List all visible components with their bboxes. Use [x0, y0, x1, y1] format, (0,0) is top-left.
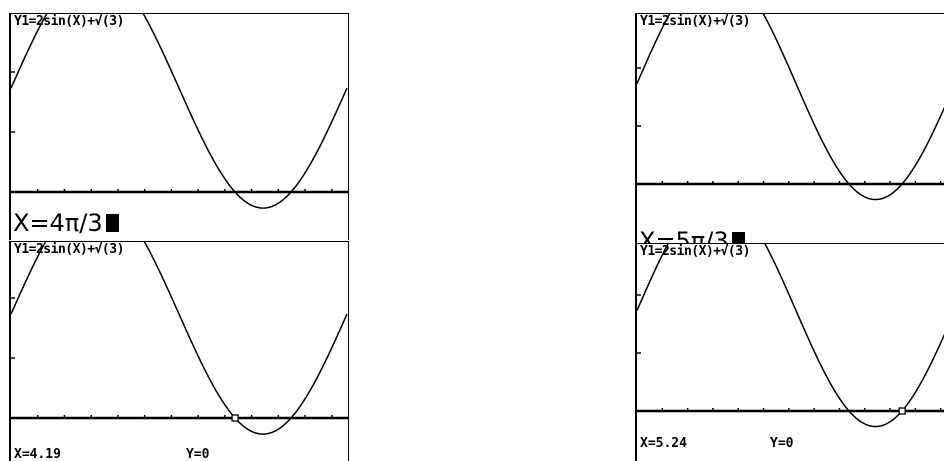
- function-curve: [11, 242, 348, 435]
- function-curve: [637, 14, 944, 201]
- x-readout: X=5.24: [640, 436, 687, 451]
- equation-label: Y1=2sin(X)+√(3): [640, 244, 750, 259]
- trace-cursor-marker: [898, 407, 906, 415]
- cursor-block-icon: [105, 214, 119, 232]
- function-curve: [637, 244, 944, 428]
- trace-cursor-marker: [231, 414, 239, 422]
- calculator-screen-bottom-left: Y1=2sin(X)+√(3) X=4.19 Y=0: [9, 241, 349, 461]
- x-entry-field[interactable]: X=4π/3: [13, 210, 119, 236]
- equation-label: Y1=2sin(X)+√(3): [640, 14, 750, 29]
- calculator-screen-top-left: Y1=2sin(X)+√(3) X=4π/3: [9, 13, 349, 240]
- y-readout: Y=0: [186, 447, 210, 461]
- equation-label: Y1=2sin(X)+√(3): [14, 242, 124, 257]
- calculator-screen-bottom-right: Y1=2sin(X)+√(3) X=5.24 Y=0: [635, 243, 944, 461]
- graph-plot-bottom-left: [11, 242, 348, 435]
- function-curve: [11, 14, 348, 209]
- x-readout: X=4.19: [14, 447, 61, 461]
- x-entry-value: X=4π/3: [13, 209, 103, 237]
- graph-plot-top-left: [11, 14, 348, 209]
- calculator-screen-top-right: Y1=2sin(X)+√(3) X=5π/3: [635, 13, 944, 257]
- graph-plot-top-right: [637, 14, 944, 201]
- equation-label: Y1=2sin(X)+√(3): [14, 14, 124, 29]
- y-readout: Y=0: [770, 436, 794, 451]
- graph-plot-bottom-right: [637, 244, 944, 428]
